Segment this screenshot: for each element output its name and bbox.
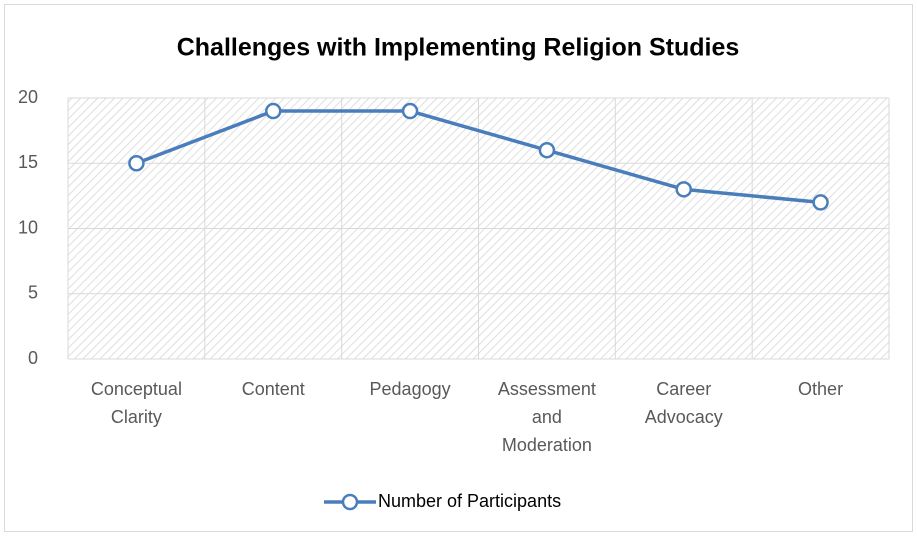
x-tick-label: Pedagogy bbox=[369, 379, 451, 399]
x-tick-label: Assessment and Moderation bbox=[497, 379, 596, 455]
y-tick-label: 15 bbox=[18, 152, 38, 172]
x-tick-label-box: Assessment and Moderation bbox=[497, 379, 596, 455]
x-tick-label: Career Advocacy bbox=[644, 379, 723, 427]
y-tick-label: 10 bbox=[18, 217, 38, 237]
x-tick-label: Content bbox=[241, 379, 305, 399]
chart-title: Challenges with Implementing Religion St… bbox=[177, 34, 740, 62]
data-point bbox=[401, 102, 419, 120]
data-point bbox=[538, 141, 556, 159]
data-point bbox=[265, 102, 282, 120]
legend-marker bbox=[341, 493, 359, 511]
x-tick-label: Conceptual Clarity bbox=[90, 379, 182, 427]
legend-label: Number of Participants bbox=[378, 491, 561, 511]
x-tick-label-box: Conceptual Clarity bbox=[90, 379, 182, 427]
series-line bbox=[135, 109, 821, 205]
y-tick-label: 20 bbox=[18, 87, 38, 107]
y-tick-label: 0 bbox=[28, 348, 38, 368]
x-tick-label-box: Content bbox=[241, 379, 305, 399]
x-tick-label: Other bbox=[798, 379, 844, 399]
data-point bbox=[128, 155, 145, 172]
x-tick-label-box: Other bbox=[798, 379, 844, 399]
x-tick-label-box: Pedagogy bbox=[369, 379, 451, 399]
y-tick-label: 5 bbox=[28, 283, 38, 303]
x-tick-label-box: Career Advocacy bbox=[644, 379, 723, 427]
data-point bbox=[675, 181, 692, 198]
data-point bbox=[812, 194, 829, 211]
